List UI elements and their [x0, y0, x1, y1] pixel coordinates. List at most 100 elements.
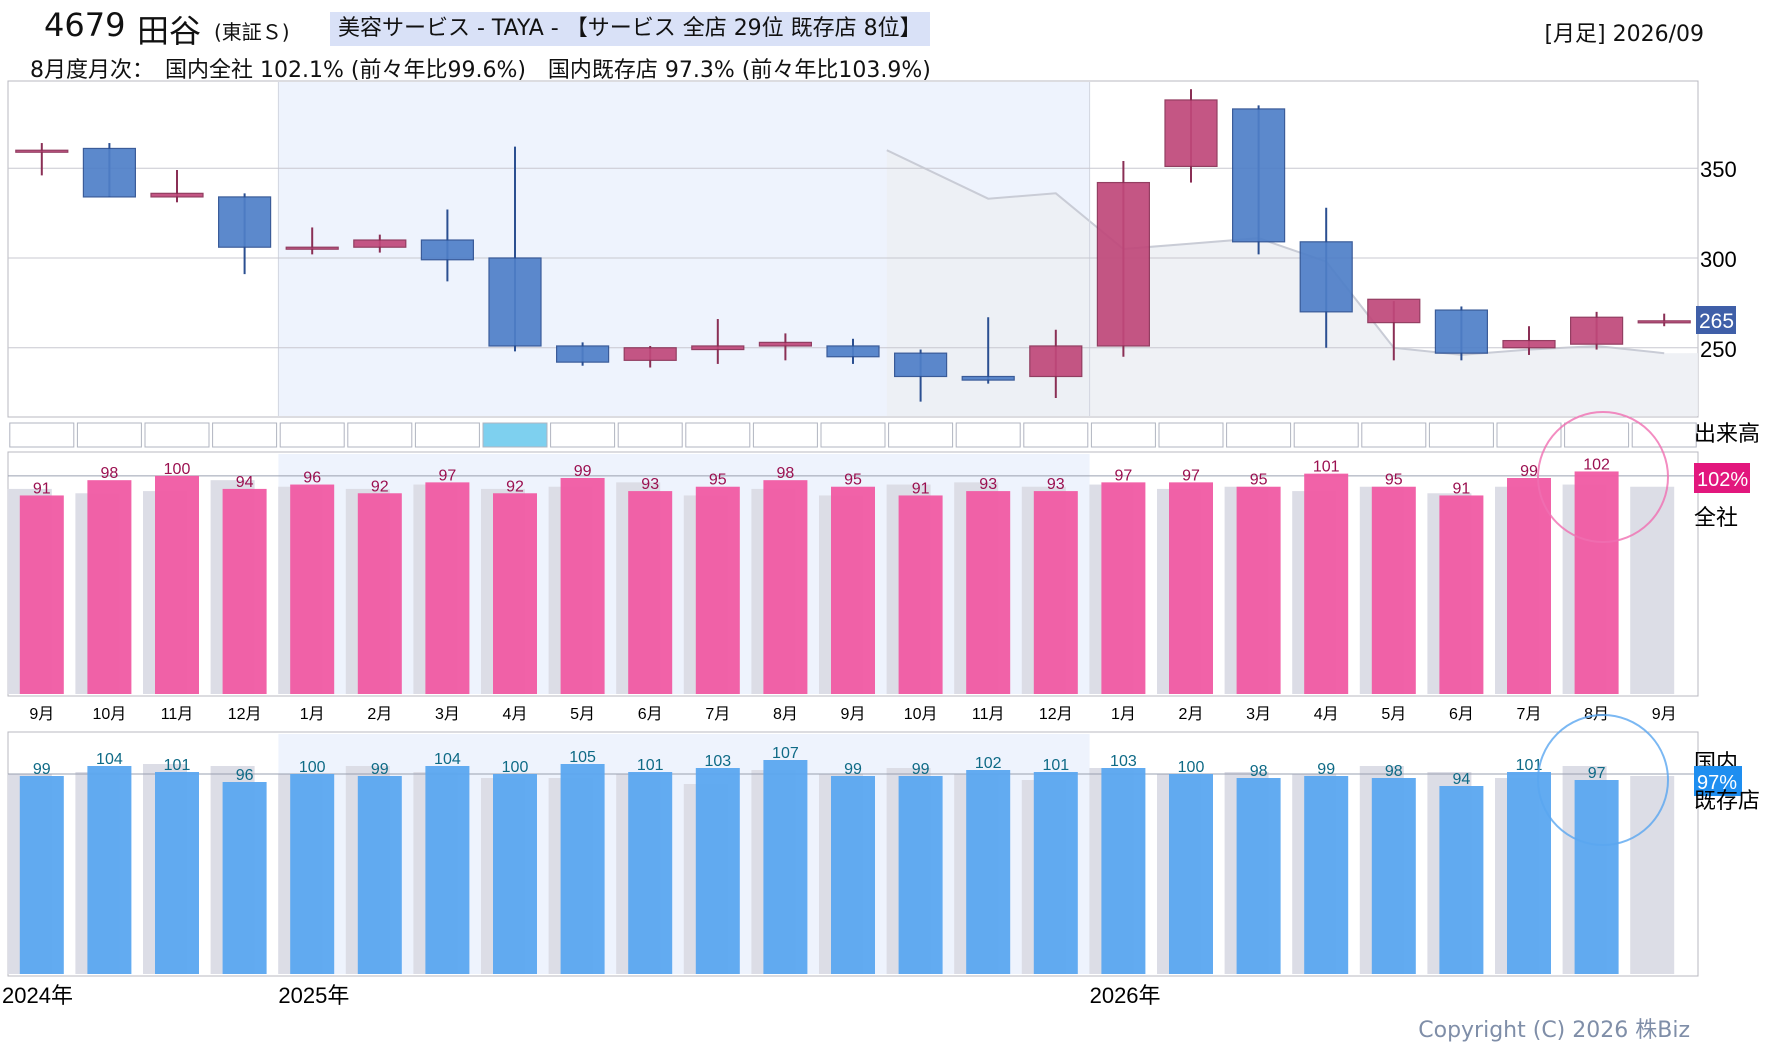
candle-body: [1502, 339, 1556, 349]
existing-prev-bar: [1630, 776, 1675, 974]
month-label: 1月: [1111, 706, 1136, 723]
all-store-value-label: 100: [164, 461, 191, 478]
candle-body: [285, 246, 339, 250]
month-label: 11月: [161, 706, 194, 723]
all-store-value-label: 91: [33, 480, 51, 497]
all-store-value-label: 94: [236, 474, 254, 491]
month-label: 2月: [1179, 706, 1204, 723]
all-store-bar: [357, 493, 402, 694]
existing-value-label: 99: [371, 761, 389, 778]
candle-body: [150, 192, 204, 198]
month-label: 10月: [904, 706, 938, 723]
existing-bar: [628, 772, 673, 974]
volume-box: [550, 422, 616, 448]
all-store-bar: [831, 486, 875, 694]
candle-body: [1231, 108, 1286, 243]
existing-value-label: 98: [1385, 763, 1403, 780]
all-store-bar: [1033, 491, 1078, 694]
candle-body: [893, 352, 948, 378]
volume-box: [347, 422, 413, 448]
candle-body: [1637, 320, 1691, 324]
all-store-label: 全社: [1694, 505, 1738, 530]
candle-body: [961, 375, 1015, 381]
all-store-value-label: 97: [1115, 467, 1133, 484]
period-label: [月足] 2026/09: [1544, 22, 1704, 47]
month-label: 7月: [1517, 706, 1542, 723]
existing-bar: [1507, 772, 1551, 974]
existing-pct: 97%: [1697, 772, 1737, 794]
all-store-value-label: 99: [1520, 463, 1538, 480]
all-store-value-label: 97: [439, 467, 457, 484]
price-tick-label: 250: [1700, 337, 1737, 362]
existing-value-label: 96: [236, 767, 254, 784]
existing-value-label: 107: [772, 745, 799, 762]
month-label: 9月: [29, 706, 54, 723]
volume-box: [685, 422, 751, 448]
volume-box: [76, 422, 142, 448]
existing-bar: [1304, 776, 1349, 974]
candle-body: [218, 196, 272, 248]
candle-body: [1569, 316, 1624, 345]
all-store-bar: [1574, 471, 1619, 694]
year-label: 2024年: [2, 983, 73, 1008]
volume-box: [820, 422, 886, 448]
existing-bar: [493, 774, 537, 974]
volume-box: [955, 422, 1021, 448]
existing-value-label: 100: [1178, 759, 1205, 776]
all-store-value-label: 95: [709, 472, 727, 489]
all-store-bar: [155, 475, 199, 694]
month-label: 7月: [705, 706, 730, 723]
existing-bar: [1371, 778, 1416, 974]
existing-bar: [1101, 768, 1146, 974]
candle-body: [1164, 99, 1218, 167]
existing-value-label: 104: [434, 751, 461, 768]
sector-rank-box: 美容サービス - TAYA - 【サービス 全店 29位 既存店 8位】: [330, 12, 930, 46]
all-store-bar: [1101, 482, 1146, 694]
all-store-value-label: 91: [912, 480, 930, 497]
all-store-value-label: 99: [574, 463, 592, 480]
price-tick-label: 350: [1700, 157, 1737, 182]
existing-bar: [357, 776, 402, 974]
candle-body: [1299, 241, 1353, 313]
monthly-summary: 8月度月次： 国内全社 102.1% (前々年比99.6%) 国内既存店 97.…: [30, 58, 931, 83]
all-store-pct: 102%: [1697, 469, 1748, 491]
all-store-bar: [1304, 473, 1349, 694]
month-label: 9月: [1652, 706, 1677, 723]
all-store-value-label: 95: [844, 472, 862, 489]
month-label: 5月: [1381, 706, 1406, 723]
year-label: 2026年: [1090, 983, 1161, 1008]
all-store-value-label: 93: [979, 476, 997, 493]
month-label: 2月: [367, 706, 392, 723]
existing-bar: [19, 776, 64, 974]
month-label: 3月: [435, 706, 460, 723]
volume-box: [888, 422, 954, 448]
all-store-bar: [628, 491, 673, 694]
existing-bar: [290, 774, 335, 974]
all-store-value-label: 95: [1250, 472, 1268, 489]
volume-box: [752, 422, 818, 448]
all-store-bar: [898, 495, 943, 694]
all-store-bar: [493, 493, 537, 694]
volume-box: [482, 422, 548, 448]
existing-value-label: 102: [975, 755, 1002, 772]
month-label: 12月: [228, 706, 262, 723]
existing-pct-box: [1694, 766, 1742, 796]
existing-bar: [763, 760, 808, 974]
existing-value-label: 97: [1588, 765, 1606, 782]
existing-bar: [222, 782, 267, 974]
candle-body: [353, 239, 407, 248]
all-store-prev-bar: [1630, 486, 1675, 694]
existing-value-label: 98: [1250, 763, 1268, 780]
month-label: 6月: [1449, 706, 1474, 723]
all-store-value-label: 93: [641, 476, 659, 493]
all-store-bar: [87, 480, 132, 694]
candle-body: [1029, 345, 1083, 378]
market-label: (東証Ｓ): [214, 20, 290, 44]
all-store-bar: [1236, 486, 1281, 694]
candle-body: [555, 345, 610, 363]
existing-bar: [1574, 780, 1619, 974]
existing-bar: [898, 776, 943, 974]
existing-value-label: 100: [299, 759, 326, 776]
candle-body: [691, 345, 745, 351]
existing-bar: [425, 766, 470, 974]
